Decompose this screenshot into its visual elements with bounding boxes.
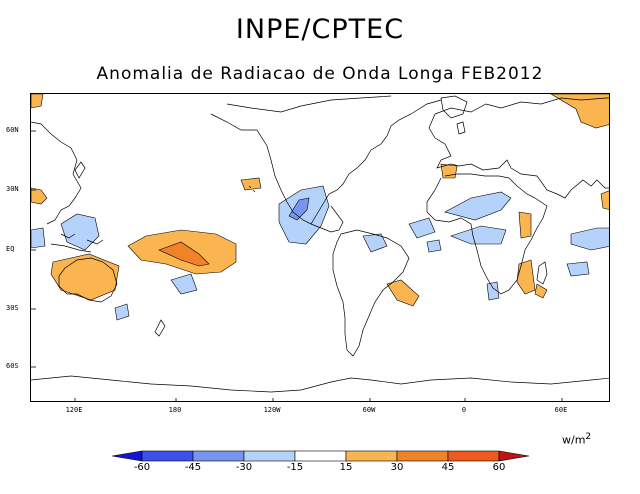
colorbar-segment bbox=[294, 450, 347, 462]
coast-new-zealand bbox=[154, 319, 166, 337]
map-canvas bbox=[31, 94, 609, 401]
colorbar-tick-label: -30 bbox=[235, 462, 253, 473]
lon-label-0: 0 bbox=[461, 406, 467, 414]
tick-marks bbox=[31, 130, 563, 401]
world-map bbox=[30, 93, 610, 402]
lat-label-30s: 30S bbox=[6, 304, 19, 312]
lon-label-60w: 60W bbox=[362, 406, 376, 414]
coast-north-america bbox=[210, 95, 442, 225]
coast-australia bbox=[58, 257, 118, 303]
colorbar-segment bbox=[243, 450, 296, 462]
anomaly-negative-central-africa bbox=[450, 225, 507, 245]
anomaly-positive-madagascar-east bbox=[534, 283, 548, 299]
coast-central-america bbox=[310, 205, 344, 233]
coast-antarctica bbox=[31, 375, 609, 393]
coast-hawaii bbox=[248, 185, 256, 193]
anomaly-positive-far-east bbox=[600, 190, 609, 210]
anomaly-positive-east-africa bbox=[518, 211, 532, 239]
colorbar-segment bbox=[447, 450, 500, 462]
colorbar-tick-label: 15 bbox=[339, 462, 353, 473]
anomaly-negative-maritime bbox=[31, 227, 46, 249]
lon-label-180: 180 bbox=[168, 406, 182, 414]
lon-label-120e: 120E bbox=[65, 406, 83, 414]
anomaly-negative-west-pacific bbox=[60, 213, 100, 251]
anomaly-negative-indian-ocean bbox=[570, 227, 609, 251]
chart-subtitle: Anomalia de Radiacao de Onda Longa FEB20… bbox=[96, 64, 544, 84]
lat-label-eq: EQ bbox=[6, 245, 15, 253]
coast-indonesia bbox=[50, 233, 104, 253]
colorbar-segment bbox=[345, 450, 398, 462]
chart-title: INPE/CPTEC bbox=[235, 14, 405, 45]
anomaly-negative-south-indian bbox=[566, 261, 590, 277]
coast-british-isles bbox=[456, 121, 466, 135]
colorbar-tick-label: 60 bbox=[492, 462, 506, 473]
colorbar-tick-label: 45 bbox=[441, 462, 455, 473]
colorbar-lower-arrow bbox=[112, 450, 143, 462]
anomaly-positive-hawaii bbox=[240, 177, 262, 191]
anomaly-negative-atlantic bbox=[408, 217, 436, 239]
lat-label-30n: 30N bbox=[6, 185, 19, 193]
anomaly-fills bbox=[31, 94, 609, 321]
units-main: w/m bbox=[562, 433, 586, 447]
anomaly-negative-south-africa bbox=[486, 281, 500, 301]
units-label: w/m2 bbox=[562, 432, 591, 447]
colorbar-segment bbox=[396, 450, 449, 462]
units-exponent: 2 bbox=[585, 432, 592, 442]
anomaly-positive-australia bbox=[50, 253, 120, 301]
anomaly-positive-madagascar bbox=[516, 259, 536, 295]
colorbar-upper-arrow bbox=[498, 450, 530, 462]
coast-east-asia bbox=[31, 121, 82, 225]
coastlines bbox=[31, 95, 609, 393]
anomaly-negative-tasman bbox=[114, 303, 130, 321]
colorbar-tick-label: 30 bbox=[390, 462, 404, 473]
lon-label-60e: 60E bbox=[554, 406, 568, 414]
colorbar-tick-label: -45 bbox=[184, 462, 202, 473]
coast-africa bbox=[426, 173, 548, 295]
anomaly-positive-east-greenland bbox=[31, 94, 44, 109]
colorbar-tick-label: -15 bbox=[286, 462, 304, 473]
anomaly-strong-negative-mexico bbox=[288, 197, 310, 221]
anomaly-negative-east-pacific bbox=[278, 185, 330, 245]
coast-japan bbox=[74, 161, 86, 179]
colorbar-segment bbox=[141, 450, 194, 462]
anomaly-negative-north-africa bbox=[444, 191, 512, 221]
coast-madagascar bbox=[536, 261, 548, 285]
colorbar-segment bbox=[192, 450, 245, 462]
colorbar bbox=[112, 450, 530, 462]
lon-label-120w: 120W bbox=[263, 406, 281, 414]
anomaly-positive-arctic bbox=[550, 94, 609, 129]
lat-label-60s: 60S bbox=[6, 362, 19, 370]
coast-greenland bbox=[440, 95, 468, 119]
lat-label-60n: 60N bbox=[6, 126, 19, 134]
anomaly-positive-japan bbox=[31, 187, 48, 205]
anomaly-strong-pacific bbox=[158, 241, 210, 267]
anomaly-negative-mid-atlantic bbox=[426, 239, 442, 253]
anomaly-positive-south-atlantic bbox=[386, 279, 420, 307]
anomaly-negative-south-pacific bbox=[170, 273, 198, 295]
colorbar-tick-label: -60 bbox=[133, 462, 151, 473]
coast-south-america bbox=[332, 229, 410, 357]
